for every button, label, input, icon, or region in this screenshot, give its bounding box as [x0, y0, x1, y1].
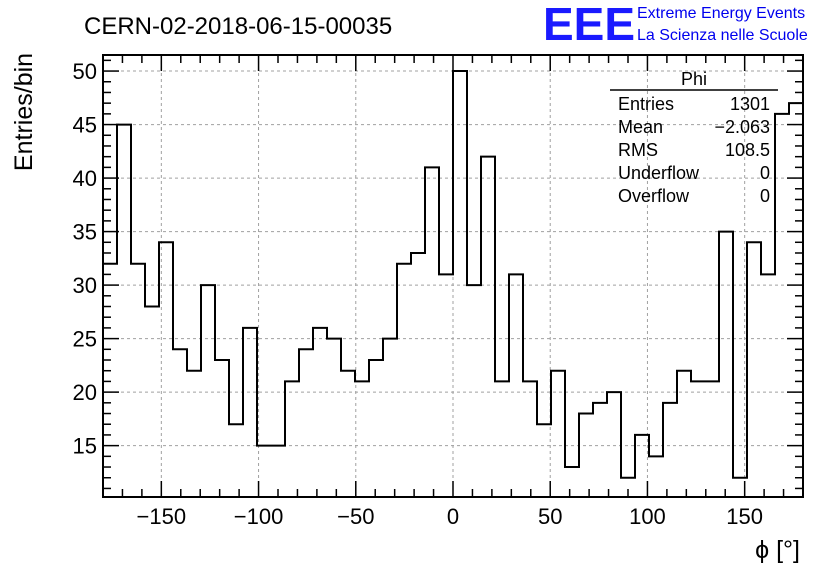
- axis-tick-labels: −150 −100 −50 0 50 100 150 15 20 25 30 35 40 45 50: [73, 59, 764, 529]
- x-tick-label: −100: [234, 504, 284, 529]
- x-tick-label: 50: [538, 504, 562, 529]
- x-tick-label: 0: [447, 504, 459, 529]
- stats-row-label: Overflow: [618, 186, 690, 206]
- stats-row-value: 1301: [730, 94, 770, 114]
- y-tick-label: 45: [73, 113, 97, 138]
- stats-row-label: RMS: [618, 140, 658, 160]
- y-tick-label: 30: [73, 273, 97, 298]
- stats-row-label: Underflow: [618, 163, 700, 183]
- eee-logo: EEE Extreme Energy Events La Scienza nel…: [543, 0, 808, 50]
- logo-line-2: La Scienza nelle Scuole: [637, 27, 808, 44]
- stats-row-value: −2.063: [714, 117, 770, 137]
- y-tick-label: 35: [73, 220, 97, 245]
- stats-row-value: 0: [760, 186, 770, 206]
- stats-row-label: Mean: [618, 117, 663, 137]
- axis-ticks: [102, 55, 804, 497]
- chart-title: CERN-02-2018-06-15-00035: [84, 13, 392, 40]
- y-tick-label: 40: [73, 166, 97, 191]
- stats-row-value: 108.5: [725, 140, 770, 160]
- y-tick-label: 20: [73, 380, 97, 405]
- x-tick-label: 150: [726, 504, 763, 529]
- y-axis-label: Entries/bin: [10, 53, 38, 171]
- stats-row-value: 0: [760, 163, 770, 183]
- stats-title: Phi: [681, 69, 707, 89]
- logo-line-1: Extreme Energy Events: [637, 5, 805, 22]
- x-axis-label: ϕ [°]: [755, 536, 800, 564]
- stats-row-label: Entries: [618, 94, 674, 114]
- y-tick-label: 50: [73, 59, 97, 84]
- x-tick-label: 100: [629, 504, 666, 529]
- histogram-outline: [103, 70, 803, 479]
- y-tick-label: 15: [73, 434, 97, 459]
- stats-box: Phi Entries 1301 Mean −2.063 RMS 108.5 Underfl…: [610, 69, 778, 206]
- x-tick-label: −150: [137, 504, 187, 529]
- y-tick-label: 25: [73, 327, 97, 352]
- logo-mark: EEE: [543, 0, 635, 50]
- x-tick-label: −50: [337, 504, 374, 529]
